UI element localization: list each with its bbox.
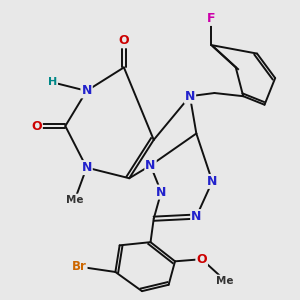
Text: N: N [81,161,92,174]
Text: Me: Me [216,275,234,286]
Text: Me: Me [66,194,84,205]
Text: O: O [31,119,42,133]
Text: N: N [191,210,202,223]
Text: F: F [207,12,215,25]
Text: Br: Br [72,260,87,273]
Text: N: N [185,90,195,103]
Text: H: H [48,77,57,87]
Text: O: O [118,34,129,47]
Text: N: N [207,175,217,188]
Text: N: N [145,159,156,172]
Text: N: N [156,186,166,199]
Text: O: O [196,253,207,266]
Text: N: N [81,84,92,98]
